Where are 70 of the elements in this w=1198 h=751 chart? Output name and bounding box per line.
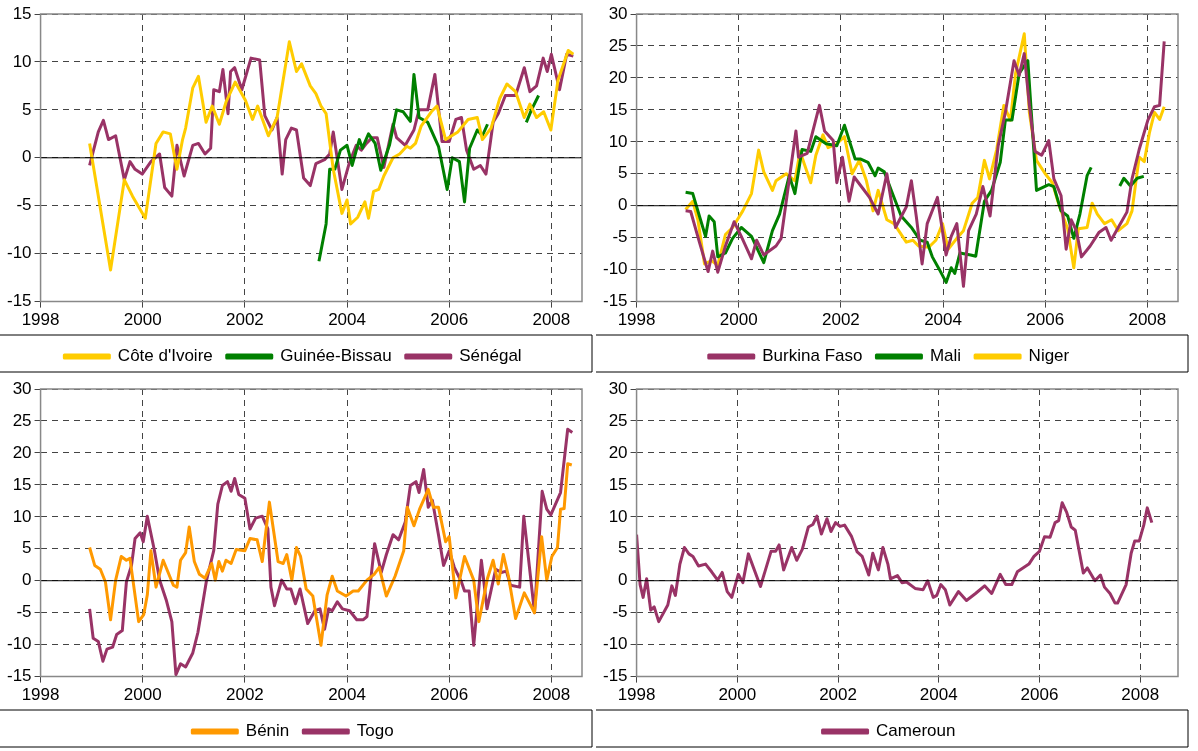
x-tick-label: 2008	[532, 310, 571, 330]
x-tick-label: 1998	[21, 310, 60, 330]
x-tick-label: 2008	[532, 685, 571, 705]
legend-label: Côte d'Ivoire	[117, 346, 213, 366]
y-tick-label: 10	[608, 131, 628, 151]
legend-label: Bénin	[245, 721, 290, 741]
y-tick-label: 25	[12, 410, 32, 430]
y-tick-label: 20	[608, 67, 628, 87]
y-tick-label: 25	[608, 35, 628, 55]
y-tick-label: -5	[612, 602, 628, 622]
y-tick-label: -10	[602, 259, 628, 279]
x-tick-label: 2000	[719, 310, 758, 330]
x-tick-label: 2002	[821, 310, 860, 330]
y-tick-label: -10	[602, 634, 628, 654]
y-tick-label: 15	[608, 99, 628, 119]
x-tick-label: 2006	[430, 685, 469, 705]
y-tick-label: 20	[12, 442, 32, 462]
y-tick-label: 15	[12, 3, 32, 23]
y-tick-label: -10	[6, 634, 32, 654]
y-tick-label: 10	[12, 506, 32, 526]
x-tick-label: 2006	[1026, 310, 1065, 330]
x-tick-label: 1998	[617, 310, 656, 330]
y-tick-label: 5	[618, 163, 628, 183]
x-tick-label: 2000	[718, 685, 757, 705]
y-tick-label: 5	[22, 538, 32, 558]
legend-label: Togo	[356, 721, 394, 741]
y-tick-label: 0	[618, 570, 628, 590]
x-tick-label: 2002	[819, 685, 857, 705]
y-tick-label: 25	[608, 410, 628, 430]
x-tick-label: 2006	[430, 310, 469, 330]
y-tick-label: 30	[12, 378, 32, 398]
y-tick-label: -10	[6, 243, 32, 263]
y-tick-label: 0	[22, 570, 32, 590]
x-tick-label: 2002	[225, 310, 264, 330]
legend-label: Burkina Faso	[762, 346, 863, 366]
y-tick-label: 20	[608, 442, 628, 462]
y-tick-label: 10	[608, 506, 628, 526]
y-tick-label: -15	[6, 666, 32, 686]
y-tick-label: 0	[22, 147, 32, 167]
x-tick-label: 2006	[1020, 685, 1059, 705]
y-tick-label: -15	[602, 291, 628, 311]
legend-label: Guinée-Bissau	[280, 346, 392, 366]
x-tick-label: 2000	[123, 310, 162, 330]
y-tick-label: 5	[618, 538, 628, 558]
x-tick-label: 1998	[617, 685, 656, 705]
x-tick-label: 2008	[1121, 685, 1160, 705]
x-tick-label: 2004	[924, 310, 962, 330]
x-tick-label: 1998	[21, 685, 60, 705]
y-tick-label: -5	[16, 195, 32, 215]
x-tick-label: 2002	[225, 685, 264, 705]
legend-label: Sénégal	[459, 346, 522, 366]
legend-label: Niger	[1028, 346, 1070, 366]
y-tick-label: 10	[12, 51, 32, 71]
x-tick-label: 2004	[328, 685, 366, 705]
x-tick-label: 2008	[1128, 310, 1167, 330]
x-tick-label: 2000	[123, 685, 162, 705]
y-tick-label: -15	[602, 666, 628, 686]
y-tick-label: -5	[612, 227, 628, 247]
y-tick-label: 30	[608, 378, 628, 398]
legend-label: Mali	[929, 346, 962, 366]
y-tick-label: 15	[12, 474, 32, 494]
y-tick-label: 0	[618, 195, 628, 215]
y-tick-label: -15	[6, 291, 32, 311]
x-tick-label: 2004	[919, 685, 958, 705]
y-tick-label: 5	[22, 99, 32, 119]
x-tick-label: 2004	[328, 310, 366, 330]
y-tick-label: -5	[16, 602, 32, 622]
y-tick-label: 30	[608, 3, 628, 23]
y-tick-label: 15	[608, 474, 628, 494]
legend-label: Cameroun	[876, 721, 956, 741]
